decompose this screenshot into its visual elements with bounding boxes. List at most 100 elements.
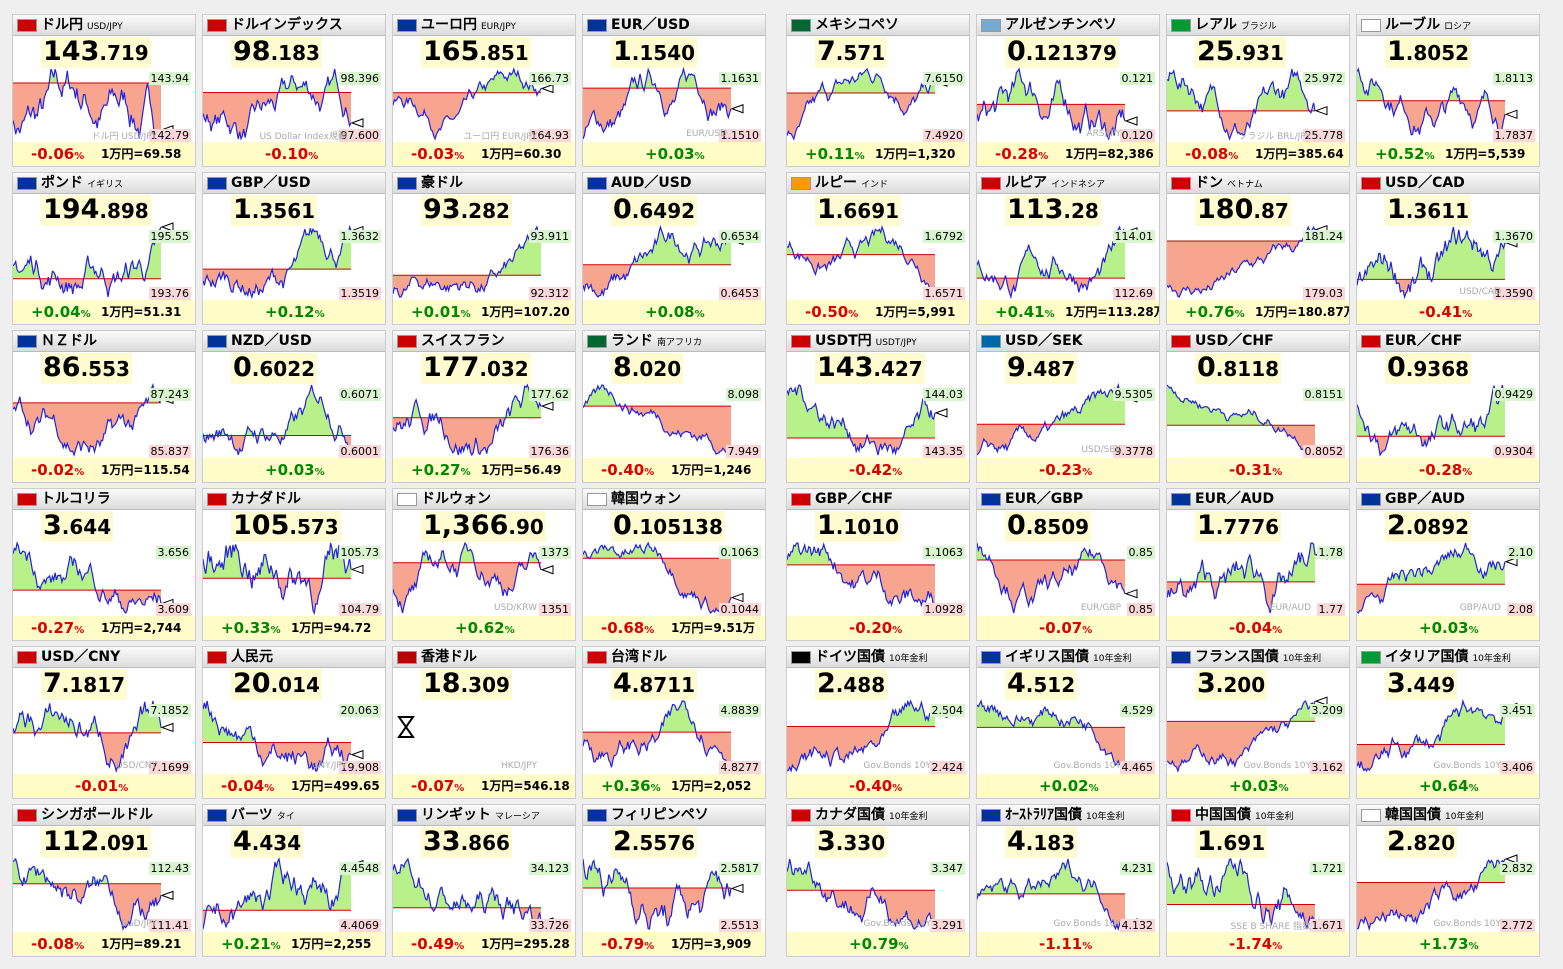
change-bar: -0.68% 1万円=9.51万	[583, 616, 765, 640]
tile-subtitle: 南アフリカ	[657, 338, 703, 348]
tile: ドルインデックス 98.183 98.396 97.600 US Dollar Inde…	[202, 14, 386, 167]
change-percent: +0.36%	[601, 777, 661, 795]
flag	[587, 335, 607, 348]
tile: ドルウォン 1,366.90 1373 1351 USD/KRW +0.62%	[392, 488, 576, 641]
tile: トルコリラ 3.644 3.656 3.609 -0.27% 1万円=2,744	[12, 488, 196, 641]
area-down	[987, 559, 1125, 613]
area-down	[1357, 744, 1505, 771]
area-up	[393, 385, 541, 418]
price: 1.3561	[231, 194, 318, 226]
tile-header: 人民元	[203, 647, 385, 668]
tile-subtitle: イギリス	[87, 180, 124, 190]
flag	[17, 493, 37, 506]
tile-title: GBP／AUD	[1385, 491, 1465, 507]
flag	[397, 493, 417, 506]
price-line	[787, 384, 936, 456]
change-percent: +0.03%	[1419, 619, 1479, 637]
sparkline	[1357, 854, 1518, 932]
high-label: 93.911	[528, 230, 571, 243]
tile-title: ドルインデックス	[231, 17, 343, 33]
sparkline	[13, 700, 174, 774]
sparkline	[787, 541, 948, 618]
tile: EUR／AUD 1.7776 1.78 1.77 EUR/AUD -0.04%	[1166, 488, 1350, 641]
change-percent: +1.73%	[1419, 935, 1479, 953]
area-up	[49, 69, 69, 84]
tile-subtitle: ベトナム	[1227, 180, 1263, 190]
tile-title: ドイツ国債 10年金利	[815, 649, 928, 665]
price: 143.427	[815, 352, 925, 384]
flag	[791, 809, 811, 822]
change-percent: -0.79%	[601, 935, 655, 953]
watermark: HKD/JPY	[500, 761, 537, 771]
area-up	[203, 385, 351, 436]
flag	[207, 19, 227, 32]
price: 3.200	[1195, 668, 1268, 700]
tile-subtitle: タイ	[276, 812, 295, 822]
tile-title: イギリス国債 10年金利	[1005, 649, 1132, 665]
flag	[1361, 809, 1381, 822]
change-percent: -0.07%	[1039, 619, 1093, 637]
current-marker	[350, 564, 364, 575]
tile-subtitle: 10年金利	[1282, 654, 1322, 664]
area-down	[583, 406, 731, 455]
sparkline	[1357, 542, 1518, 614]
watermark: SGD/JPY	[120, 919, 157, 929]
flag	[791, 19, 811, 32]
price: 86.553	[41, 352, 132, 384]
tile-header: ドル円 USD/JPY	[13, 15, 195, 36]
tile-header: ユーロ円 EUR/JPY	[393, 15, 575, 36]
high-label: 1.1631	[718, 72, 761, 85]
tile-title: ドルウォン	[421, 491, 491, 507]
price: 4.8711	[611, 668, 698, 700]
tile-subtitle: 10年金利	[889, 812, 928, 822]
yen-rate: 1万円=2,255	[291, 937, 372, 951]
change-percent: -0.04%	[221, 777, 275, 795]
area-up	[583, 859, 731, 889]
change-bar: -1.74%	[1167, 932, 1349, 956]
price: 2.5576	[611, 826, 698, 858]
sparkline	[203, 68, 364, 141]
change-bar: +0.03%	[1357, 616, 1539, 640]
tile: ユーロ円 EUR/JPY 165.851 166.73 164.93 ユーロ円 EUR/J…	[392, 14, 576, 167]
yen-rate: 1万円=115.54	[101, 463, 190, 477]
change-percent: +0.33%	[221, 619, 281, 637]
change-percent: +0.02%	[1039, 777, 1099, 795]
area-down	[393, 92, 541, 139]
high-label: 0.121	[1119, 72, 1155, 85]
change-percent: +0.11%	[805, 145, 865, 163]
watermark: GBP/AUD	[1459, 603, 1501, 613]
watermark: USD/CAD	[1459, 287, 1501, 297]
price-line	[13, 700, 162, 774]
area-up	[631, 227, 731, 265]
tile-title: USD／SEK	[1005, 333, 1083, 349]
flag	[17, 177, 37, 190]
tile-subtitle: 10年金利	[1093, 654, 1132, 664]
high-label: 0.9429	[1492, 388, 1535, 401]
change-bar: +0.33% 1万円=94.72	[203, 616, 385, 640]
flag	[587, 177, 607, 190]
tile-title: 香港ドル	[421, 649, 477, 665]
tile: AUD／USD 0.6492 0.6534 0.6453 +0.08%	[582, 172, 766, 325]
low-label: 7.4920	[922, 129, 965, 142]
area-down	[203, 92, 351, 139]
tile-subtitle: インドネシア	[1051, 180, 1106, 190]
tile-title: イタリア国債 10年金利	[1385, 649, 1511, 665]
flag	[207, 493, 227, 506]
tile-header: リンギット マレーシア	[393, 805, 575, 826]
flag	[1361, 19, 1381, 32]
change-bar: +0.11% 1万円=1,320	[787, 142, 969, 166]
high-label: 2.10	[1506, 546, 1535, 559]
flag	[1171, 809, 1191, 822]
tile-subtitle: ロシア	[1444, 22, 1472, 32]
change-bar: +0.04% 1万円=51.31	[13, 300, 195, 324]
price: 0.8118	[1195, 352, 1282, 384]
high-label: 114.01	[1112, 230, 1155, 243]
current-marker	[350, 118, 364, 128]
area-up	[817, 69, 935, 93]
sparkline	[203, 224, 364, 300]
area-down	[1383, 100, 1505, 139]
low-label: 25.778	[1302, 129, 1345, 142]
change-percent: +0.03%	[1229, 777, 1289, 795]
price: 194.898	[41, 194, 151, 226]
tile-header: NZD／USD	[203, 331, 385, 352]
